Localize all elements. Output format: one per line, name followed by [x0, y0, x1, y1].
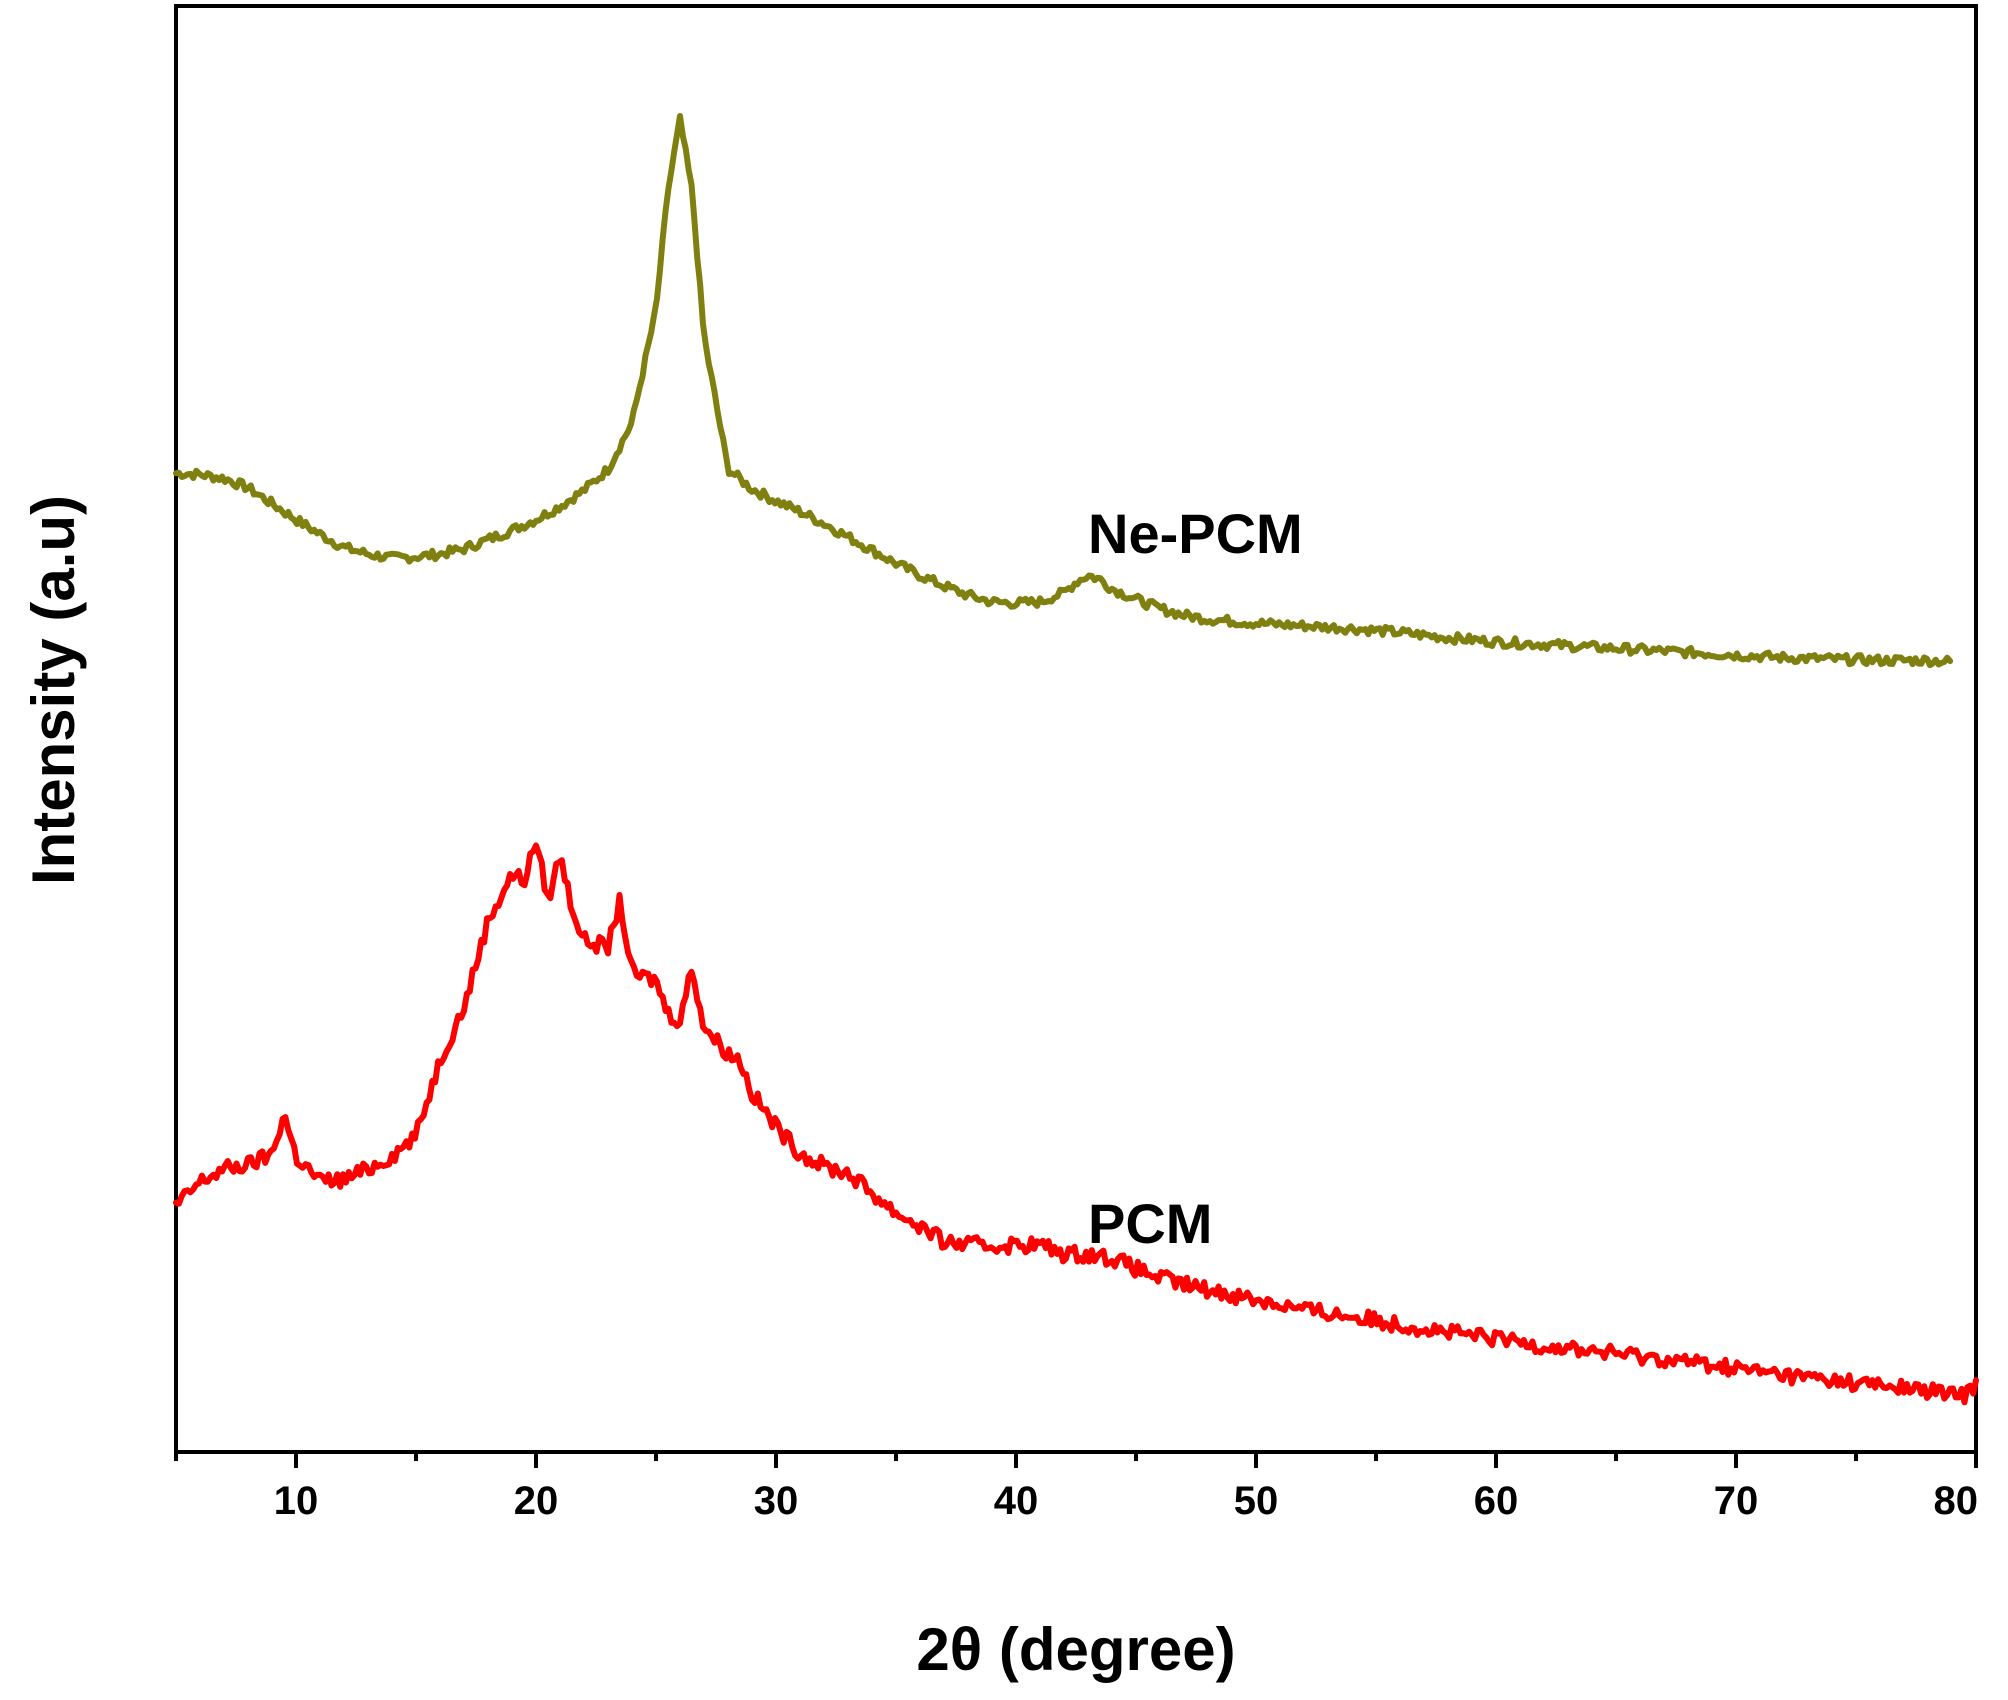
x-tick-label: 60 [1474, 1479, 1519, 1523]
x-tick-label: 70 [1714, 1479, 1759, 1523]
y-axis-title: Intensity (a.u) [20, 495, 87, 885]
series-line-pcm [173, 842, 1979, 1406]
series-line-ne-pcm [173, 113, 1954, 669]
x-tick-label: 50 [1234, 1479, 1279, 1523]
x-tick-label: 40 [994, 1479, 1039, 1523]
series-lines [173, 113, 1979, 1406]
x-tick-label: 20 [514, 1479, 559, 1523]
x-tick-label: 10 [274, 1479, 319, 1523]
x-tick-label: 30 [754, 1479, 799, 1523]
plot-frame [174, 4, 1978, 1454]
series-label-pcm: PCM [1088, 1192, 1212, 1255]
x-tick-label: 80 [1934, 1479, 1979, 1523]
x-axis-tick-labels: 10 20 30 40 50 60 70 80 [274, 1479, 1978, 1523]
x-axis-ticks [174, 1452, 1978, 1468]
x-axis-title: 2θ (degree) [916, 1616, 1235, 1683]
series-label-ne-pcm: Ne-PCM [1088, 502, 1303, 565]
